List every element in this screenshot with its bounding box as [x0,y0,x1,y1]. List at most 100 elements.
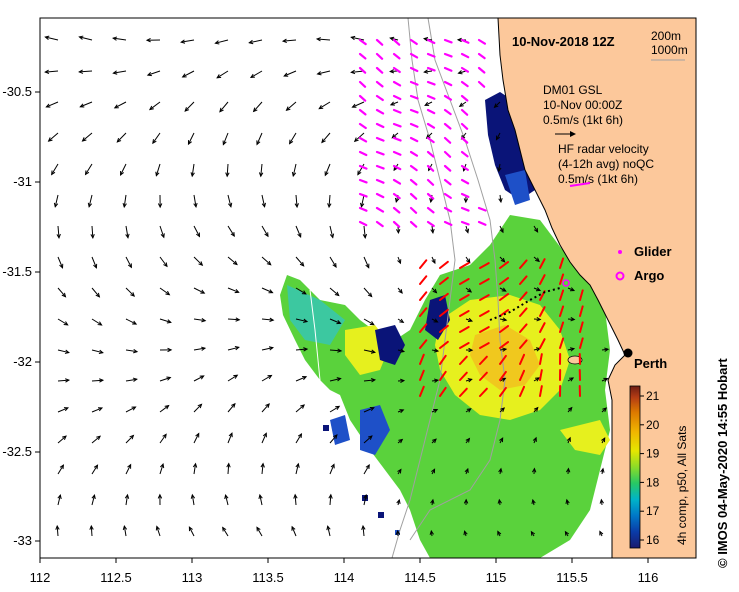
red-arrow [479,294,490,301]
wind-arrow-head [162,433,167,439]
wind-arrow-head [350,69,356,75]
wind-arrow [329,349,342,352]
wind-arrow [363,464,370,475]
wind-arrow-head [332,262,337,268]
colorbar [629,385,641,549]
wind-arrow [51,163,59,175]
wind-arrow-head [565,498,570,504]
wind-arrow-head [370,378,377,383]
wind-arrow-head [357,170,362,176]
wind-arrow [188,132,195,145]
wind-arrow [295,225,302,238]
red-arrow [499,370,507,381]
colorbar-tick-label: 17 [646,504,660,518]
hf-arrow [477,206,487,212]
wind-arrow [149,101,161,110]
wind-arrow [363,494,367,506]
wind-arrow [125,349,138,353]
red-arrow [439,308,449,317]
wind-arrow-head [53,202,59,208]
wind-arrow-head [464,228,470,234]
red-arrow [539,274,546,285]
wind-arrow-head [502,347,508,352]
wind-arrow [193,403,202,413]
wind-arrow [499,194,502,203]
wind-arrow [494,101,501,108]
wind-arrow [57,435,67,444]
wind-arrow [57,349,69,354]
hf-arrow [426,52,436,58]
wind-arrow-head [399,409,405,414]
wind-arrow-head [329,233,335,239]
wind-arrow-head [201,318,207,323]
hf-arrow [426,38,436,45]
wind-arrow-head [397,468,402,474]
red-arrow [459,262,470,269]
wind-arrow [295,404,305,413]
hf-arrow [443,38,453,44]
wind-arrow-head [193,202,198,209]
hf-radar-scale-arrow [569,182,591,187]
red-arrow [459,310,470,317]
argo-legend: Argo [634,268,664,283]
hf-arrow [426,108,436,115]
wind-arrow-head [367,292,373,298]
hf-arrow [392,94,402,101]
wind-arrow-head [463,498,469,504]
wind-arrow-head [167,347,173,353]
wind-arrow-head [303,347,309,352]
hf-arrow [443,94,453,101]
wind-arrow-head [350,35,356,41]
wind-arrow-head [163,262,168,268]
wind-arrow [191,494,195,506]
wind-arrow-head [248,39,254,45]
hf-arrow [443,136,452,144]
wind-arrow [363,379,375,382]
wind-arrow-head [400,378,406,384]
wind-arrow-head [268,289,274,294]
wind-arrow-head [324,171,329,177]
hf-arrow [375,206,385,213]
wind-arrow-head [96,435,101,441]
wind-arrow-head [569,377,575,382]
x-tick-label: 112 [30,570,51,585]
wind-arrow-head [252,107,258,113]
hf-arrow [358,108,367,116]
wind-arrow [46,101,59,108]
wind-arrow [91,225,94,238]
red-arrow [519,291,528,301]
wind-arrow-head [256,526,261,532]
wind-arrow-head [497,498,502,504]
wind-arrow [57,494,61,506]
wind-arrow-head [166,319,172,324]
hf-arrow [477,66,486,74]
y-axis: -30.5 -31 -31.5 -32 -32.5 -33 [2,84,40,548]
wind-arrow-head [112,36,118,41]
wind-arrow-head [394,197,400,203]
wind-arrow-head [498,198,503,204]
red-arrow [439,340,449,349]
wind-arrow-head [328,493,333,499]
hf-arrow [460,108,469,116]
hf-arrow [375,178,385,184]
depth-legend-200m: 200m [651,29,681,43]
wind-arrow-head [234,289,240,294]
colorbar-tick-label: 18 [646,475,660,489]
wind-arrow-head [124,493,130,499]
hf-arrow [443,108,452,116]
wind-arrow [159,225,165,238]
wind-arrow-head [604,347,610,352]
wind-arrow-head [268,346,275,351]
red-arrow [499,386,507,397]
red-arrow [459,387,468,397]
red-arrow [439,386,447,397]
hf-radar-scale: 0.5m/s (1kt 6h) [558,172,638,186]
wind-arrow-head [122,524,128,531]
wind-arrow [80,101,93,108]
wind-arrow [226,163,229,177]
wind-arrow-head [425,134,431,139]
wind-arrow-head [160,462,165,469]
wind-arrow-head [267,374,273,380]
red-arrow [459,278,470,285]
wind-arrow [329,225,334,238]
